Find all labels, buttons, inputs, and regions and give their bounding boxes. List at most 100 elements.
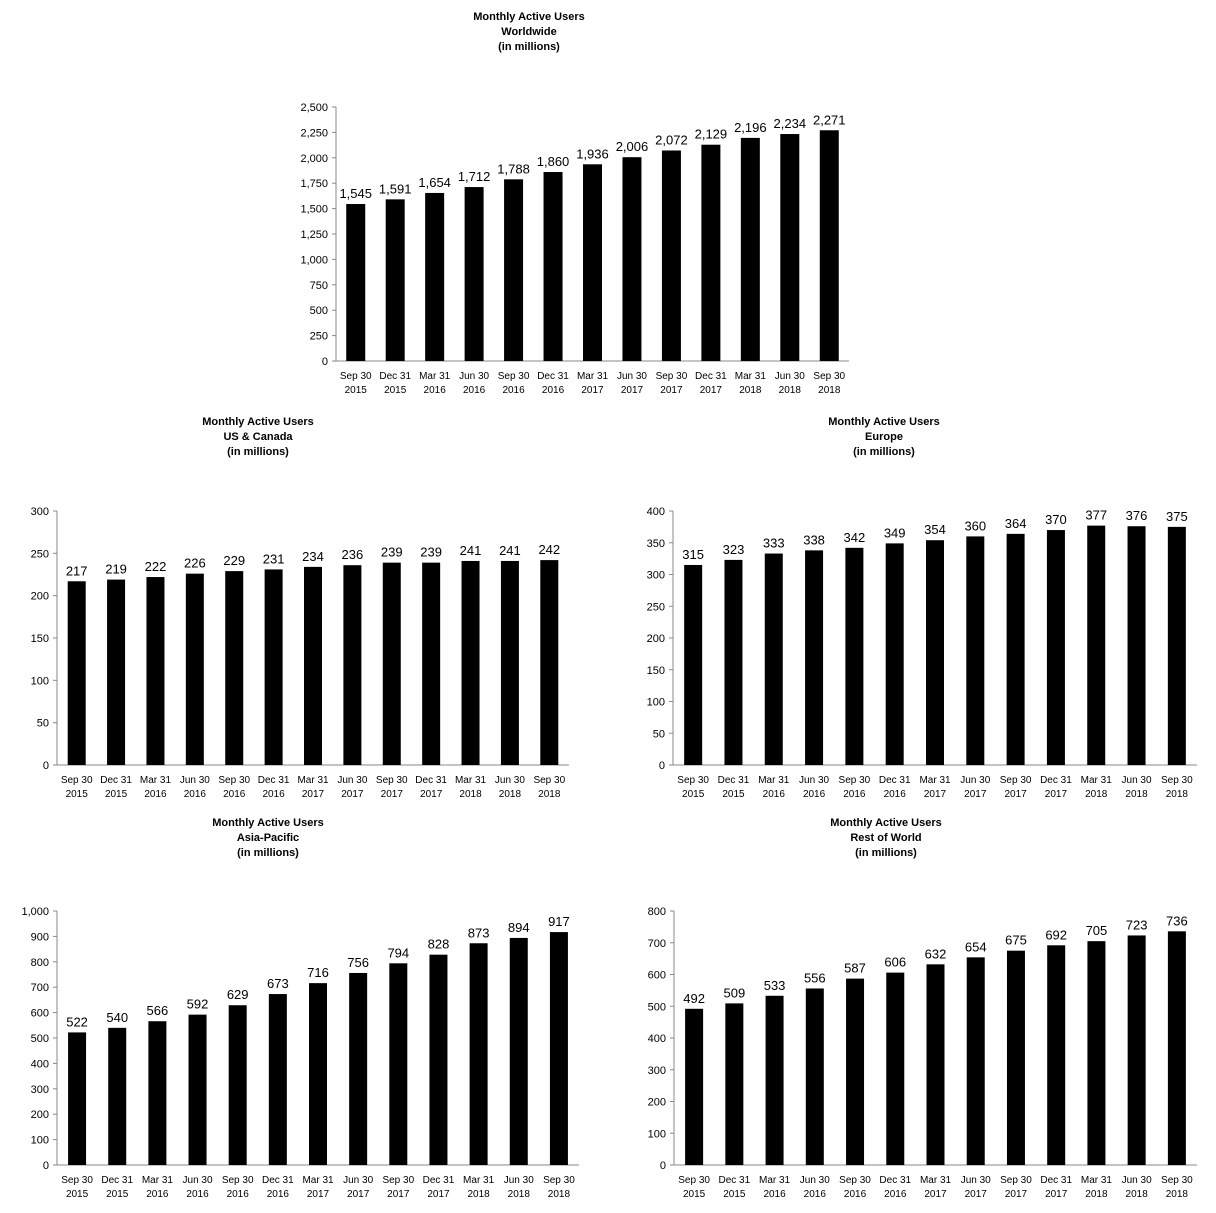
x-tick-label: 2017 <box>341 789 364 800</box>
x-tick-label: Sep 30 <box>1000 775 1032 786</box>
bar <box>819 130 839 361</box>
bar <box>146 577 165 765</box>
chart-title-line: Asia-Pacific <box>236 832 300 844</box>
x-tick-label: Sep 30 <box>678 1175 710 1186</box>
x-tick-label: Mar 31 <box>297 775 329 786</box>
bar <box>540 560 559 765</box>
data-label: 360 <box>964 518 986 533</box>
data-label: 2,196 <box>734 120 767 135</box>
bar <box>765 995 784 1165</box>
x-tick-label: 2016 <box>267 1189 290 1200</box>
data-label: 375 <box>1166 509 1188 524</box>
data-label: 592 <box>187 997 209 1012</box>
data-label: 1,936 <box>576 146 609 161</box>
bar <box>725 1003 744 1165</box>
y-tick-label: 2,000 <box>300 153 328 165</box>
x-tick-label: 2015 <box>66 1189 89 1200</box>
data-label: 239 <box>381 545 403 560</box>
y-tick-label: 400 <box>31 1058 49 1070</box>
data-label: 566 <box>147 1003 169 1018</box>
x-tick-label: Mar 31 <box>758 775 790 786</box>
y-tick-label: 50 <box>37 718 49 730</box>
bar <box>346 204 366 361</box>
x-tick-label: 2016 <box>223 789 246 800</box>
data-label: 1,860 <box>537 154 570 169</box>
bar <box>349 972 368 1165</box>
chart-title-europe: Monthly Active Users Europe (in millions… <box>784 415 984 460</box>
data-label: 756 <box>347 955 369 970</box>
y-tick-label: 300 <box>647 570 665 582</box>
data-label: 556 <box>804 970 826 985</box>
x-tick-label: 2016 <box>804 1189 827 1200</box>
bar <box>966 957 985 1165</box>
x-tick-label: 2017 <box>660 385 683 396</box>
y-tick-label: 750 <box>310 280 328 292</box>
bar <box>385 199 405 361</box>
x-tick-label: Jun 30 <box>337 775 367 786</box>
x-tick-label: 2018 <box>1126 1189 1149 1200</box>
bar <box>500 560 519 765</box>
x-tick-label: 2016 <box>144 789 167 800</box>
chart-title-line: Monthly Active Users <box>828 416 940 428</box>
bar <box>1087 525 1106 765</box>
y-tick-label: 800 <box>31 957 49 969</box>
x-tick-label: Sep 30 <box>1000 1175 1032 1186</box>
y-tick-label: 2,500 <box>300 102 328 114</box>
bar <box>504 179 524 361</box>
bar <box>926 964 945 1165</box>
data-label: 217 <box>66 563 88 578</box>
chart-europe: 0 50 100 150 200 250 300 350 400 315 Sep 30 2015 323… <box>647 506 1197 800</box>
y-tick-label: 1,500 <box>300 204 328 216</box>
x-tick-label: 2018 <box>499 789 522 800</box>
x-tick-label: 2018 <box>538 789 561 800</box>
x-tick-label: 2015 <box>105 789 128 800</box>
x-tick-label: Sep 30 <box>543 1175 575 1186</box>
x-tick-label: 2015 <box>106 1189 129 1200</box>
data-label: 2,072 <box>655 132 688 147</box>
data-label: 370 <box>1045 512 1067 527</box>
y-tick-label: 100 <box>647 697 665 709</box>
x-tick-label: 2017 <box>1004 789 1027 800</box>
chart-title-line: Europe <box>865 431 903 443</box>
x-tick-label: 2016 <box>463 385 486 396</box>
x-tick-label: Jun 30 <box>961 1175 991 1186</box>
y-tick-label: 150 <box>647 665 665 677</box>
y-tick-label: 200 <box>31 1109 49 1121</box>
chart-svg-europe: 0 50 100 150 200 250 300 350 400 315 Sep 30 2015 323… <box>647 506 1197 800</box>
data-label: 606 <box>884 955 906 970</box>
y-tick-label: 0 <box>322 356 328 368</box>
x-tick-label: Dec 31 <box>379 371 411 382</box>
data-label: 587 <box>844 961 866 976</box>
y-tick-label: 0 <box>43 1160 49 1172</box>
bar <box>185 573 204 765</box>
y-tick-label: 0 <box>659 760 665 772</box>
x-tick-label: 2017 <box>427 1189 450 1200</box>
bar <box>343 565 362 765</box>
x-tick-label: 2017 <box>581 385 604 396</box>
bar <box>549 932 568 1165</box>
chart-title-line: Monthly Active Users <box>473 11 585 23</box>
y-tick-label: 600 <box>648 970 666 982</box>
data-label: 1,712 <box>458 169 491 184</box>
data-label: 338 <box>803 532 825 547</box>
y-tick-label: 0 <box>43 760 49 772</box>
x-tick-label: 2017 <box>700 385 723 396</box>
bar <box>1167 931 1186 1165</box>
data-label: 222 <box>145 559 167 574</box>
bar <box>188 1014 207 1165</box>
x-tick-label: 2016 <box>884 1189 907 1200</box>
data-label: 632 <box>925 946 947 961</box>
data-label: 241 <box>499 543 521 558</box>
x-tick-label: 2016 <box>884 789 907 800</box>
bar <box>389 963 408 1165</box>
chart-title-line: Monthly Active Users <box>212 817 324 829</box>
x-tick-label: Sep 30 <box>1161 775 1193 786</box>
x-tick-label: Mar 31 <box>455 775 487 786</box>
data-label: 736 <box>1166 913 1188 928</box>
bar <box>780 134 800 361</box>
chart-title-line: Monthly Active Users <box>830 817 942 829</box>
bar <box>885 543 904 765</box>
bar <box>1167 526 1186 765</box>
data-label: 1,545 <box>339 186 372 201</box>
